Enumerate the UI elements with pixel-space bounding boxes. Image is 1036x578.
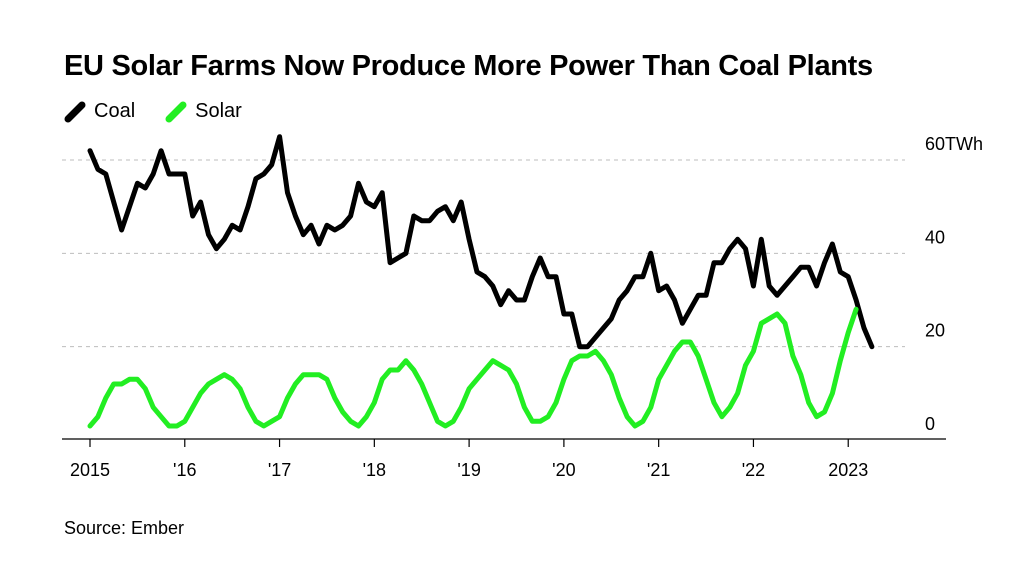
y-tick-label: 20 xyxy=(925,321,945,341)
x-tick-label: 2023 xyxy=(828,460,868,480)
series-line-solar xyxy=(87,306,859,429)
legend: Coal Solar xyxy=(64,100,272,123)
x-tick-label: '19 xyxy=(457,460,480,480)
x-tick-label: '20 xyxy=(552,460,575,480)
x-tick-label: '17 xyxy=(268,460,291,480)
legend-label-solar: Solar xyxy=(195,100,242,122)
legend-item-coal: Coal xyxy=(64,100,135,123)
x-tick-label: 2015 xyxy=(70,460,110,480)
y-tick-label: 0 xyxy=(925,414,935,434)
legend-swatch-solar xyxy=(165,101,187,122)
legend-item-solar: Solar xyxy=(165,100,242,123)
series-line-coal xyxy=(87,134,875,350)
y-tick-label: 60TWh xyxy=(925,134,983,154)
x-tick-label: '18 xyxy=(363,460,386,480)
chart-title: EU Solar Farms Now Produce More Power Th… xyxy=(64,50,873,82)
x-tick-label: '16 xyxy=(173,460,196,480)
source-note: Source: Ember xyxy=(64,518,185,538)
legend-label-coal: Coal xyxy=(94,100,136,122)
legend-swatch-coal xyxy=(64,101,86,122)
x-tick-label: '21 xyxy=(647,460,670,480)
x-tick-label: '22 xyxy=(742,460,765,480)
y-tick-label: 40 xyxy=(925,227,945,247)
